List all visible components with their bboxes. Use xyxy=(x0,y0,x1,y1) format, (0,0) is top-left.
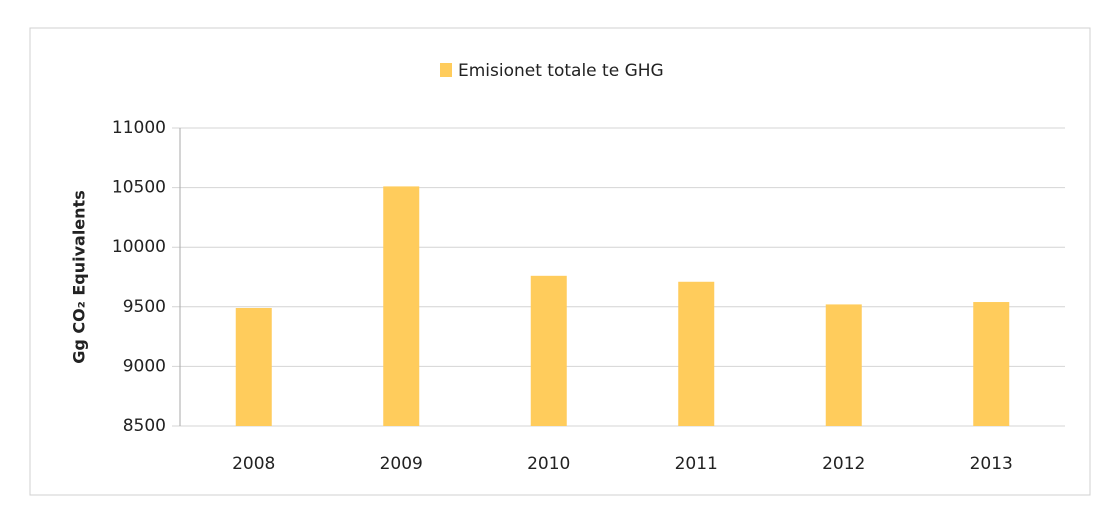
y-axis-title: Gg CO₂ Equivalents xyxy=(70,190,89,363)
y-tick-label: 10500 xyxy=(112,178,166,198)
bar xyxy=(973,302,1010,426)
y-tick-label: 8500 xyxy=(123,416,166,436)
bar xyxy=(235,307,272,426)
x-tick-label: 2010 xyxy=(527,454,570,474)
legend-label: Emisionet totale te GHG xyxy=(458,61,664,81)
x-tick-label: 2008 xyxy=(232,454,275,474)
x-tick-label: 2011 xyxy=(675,454,718,474)
legend-swatch xyxy=(440,63,452,77)
bar xyxy=(825,304,862,426)
x-tick-label: 2013 xyxy=(970,454,1013,474)
bar xyxy=(530,275,567,426)
y-tick-label: 9000 xyxy=(123,356,166,376)
y-tick-label: 10000 xyxy=(112,237,166,257)
y-tick-label: 9500 xyxy=(123,297,166,317)
y-tick-label: 11000 xyxy=(112,118,166,138)
bar xyxy=(678,281,715,426)
x-tick-label: 2012 xyxy=(822,454,865,474)
bar xyxy=(383,186,420,426)
x-tick-label: 2009 xyxy=(380,454,423,474)
